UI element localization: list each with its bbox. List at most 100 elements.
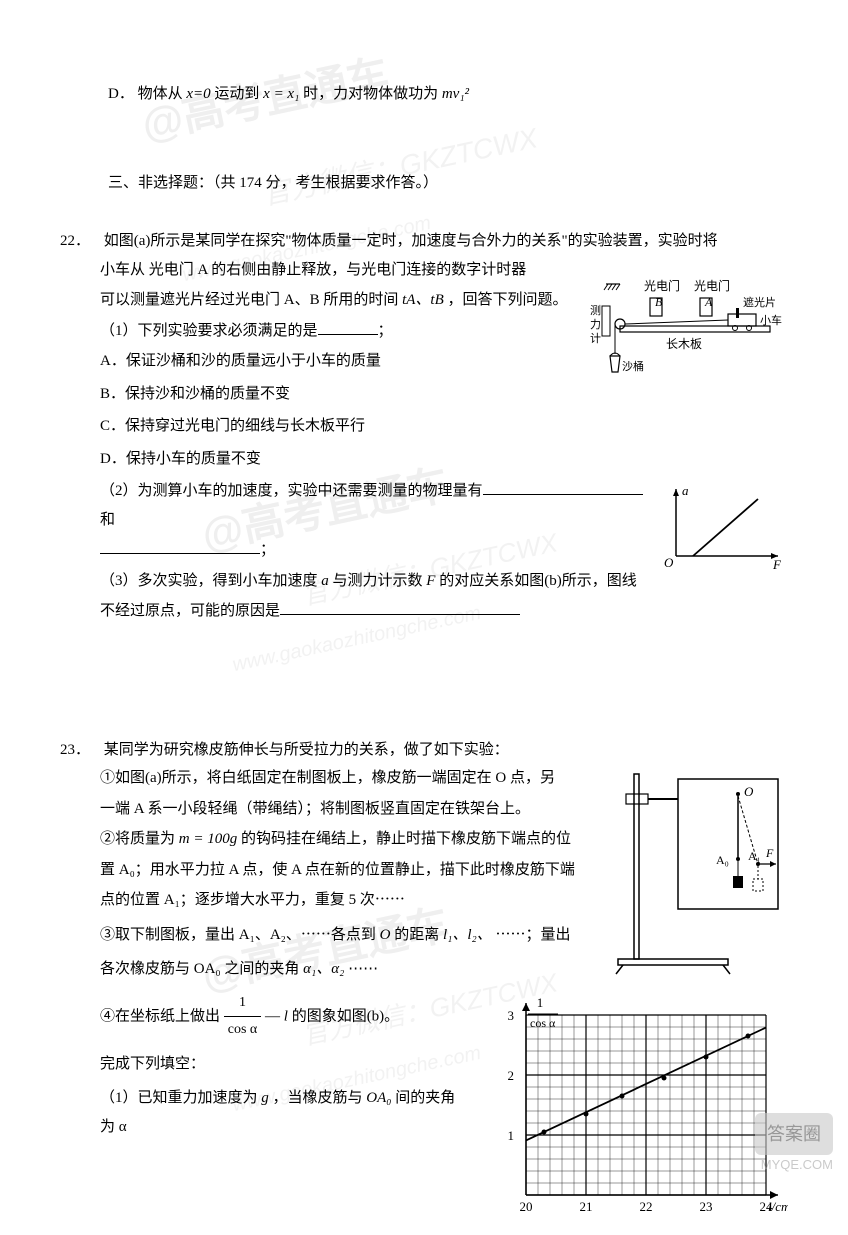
fraction: 1 cos α (224, 990, 262, 1044)
svg-text:23: 23 (700, 1199, 713, 1214)
source-badge: 答案圈 (755, 1113, 833, 1155)
text: ，回答下列问题。 (448, 292, 568, 308)
label-car: 小车 (760, 313, 782, 327)
blank (483, 477, 643, 495)
blank (318, 317, 378, 335)
text: （1）下列实验要求必须满足的是 (100, 323, 318, 339)
text: 和 (100, 512, 115, 528)
text: 的图象如图(b)。 (292, 1008, 400, 1024)
text: 的对应关系如图(b)所示，图线 (439, 573, 637, 589)
label-board: 长木板 (666, 337, 702, 351)
text: 物体从 (138, 86, 187, 102)
text: ⋯⋯；量出 (496, 927, 571, 943)
section-3-header: 三、非选择题：（共 174 分，考生根据要求作答。） (108, 169, 788, 198)
var-O: O (380, 927, 391, 943)
apparatus-svg: 光电门 光电门 B A 遮光片 小车 (588, 276, 788, 396)
text: （2）为测算小车的加速度，实验中还需要测量的物理量有 (100, 483, 483, 499)
scatter-chart-svg: 20212223241231cos αl/cm (478, 995, 788, 1225)
text: 运动到 (214, 86, 263, 102)
prev-question-option-d: D． 物体从 x=0 运动到 x = x₁ 时，力对物体做功为 mv₁² (108, 80, 788, 109)
q23-chart-b: 20212223241231cos αl/cm (478, 995, 788, 1235)
text: 时，力对物体做功为 (303, 86, 438, 102)
q23-step1-line2: 一端 A 系一小段轻绳（带绳结）；将制图板竖直固定在铁架台上。 (100, 795, 630, 824)
var-OA0: OA₀ (366, 1090, 391, 1106)
origin-O: O (664, 555, 674, 570)
label-O: O (744, 784, 754, 799)
q22-intro-line1: 如图(a)所示是某同学在探究"物体质量一定时，加速度与合外力的关系"的实验装置，… (104, 233, 718, 249)
q23-step2-line2: 置 A₀；用水平力拉 A 点，使 A 点在新的位置静止，描下此时橡皮筋下端 (100, 856, 630, 885)
q22-intro-line3: 可以测量遮光片经过光电门 A、B 所用的时间 tA、tB ，回答下列问题。 (100, 286, 640, 315)
q22-option-d: D．保持小车的质量不变 (100, 445, 788, 474)
q22-option-c: C．保持穿过光电门的细线与长木板平行 (100, 412, 788, 441)
option-label: D． (108, 86, 134, 102)
text: （3）多次实验，得到小车加速度 (100, 573, 321, 589)
q23-intro: 某同学为研究橡皮筋伸长与所受拉力的关系，做了如下实验： (104, 742, 509, 758)
q23-part1: （1）已知重力加速度为 g ，当橡皮筋与 OA₀ 间的夹角为 α (100, 1084, 500, 1141)
q23-step1-line1: ①如图(a)所示，将白纸固定在制图板上，橡皮筋一端固定在 O 点，另 (100, 764, 630, 793)
text: 不经过原点，可能的原因是 (100, 603, 280, 619)
text: — (265, 1008, 284, 1024)
label-meter3: 计 (590, 332, 601, 345)
q23-step2-line1: ②将质量为 m = 100g 的钩码挂在绳结上，静止时描下橡皮筋下端点的位 (100, 825, 630, 854)
svg-text:3: 3 (508, 1008, 515, 1023)
q23-step3-line2: 各次橡皮筋与 OA₀ 之间的夹角 α₁、α₂ ⋯⋯ (100, 955, 630, 984)
var-a: a (321, 573, 329, 589)
var-m: m = 100g (179, 831, 237, 847)
question-number: 22． (60, 227, 100, 256)
text: ④在坐标纸上做出 (100, 1008, 224, 1024)
numerator: 1 (224, 990, 262, 1018)
blank (280, 597, 520, 615)
svg-text:2: 2 (508, 1068, 515, 1083)
q23-diagram-a: O A₀ A₁ F (608, 764, 788, 995)
q23-step3-line1: ③取下制图板，量出 A₁、A₂、⋯⋯各点到 O 的距离 l₁、l₂、 ⋯⋯；量出 (100, 921, 630, 950)
text: （1）已知重力加速度为 (100, 1090, 261, 1106)
q22-part3-line2: 不经过原点，可能的原因是 (100, 597, 788, 626)
source-url: MYQE.COM (761, 1153, 833, 1178)
axis-F: F (772, 557, 782, 571)
question-number: 23． (60, 736, 100, 765)
apparatus-svg: O A₀ A₁ F (608, 764, 788, 984)
q22-diagram-a: 光电门 光电门 B A 遮光片 小车 (588, 276, 788, 407)
text: 的钩码挂在绳结上，静止时描下橡皮筋下端点的位 (241, 831, 571, 847)
denominator: cos α (224, 1017, 262, 1044)
svg-text:21: 21 (580, 1199, 593, 1214)
question-22: 22． 如图(a)所示是某同学在探究"物体质量一定时，加速度与合外力的关系"的实… (60, 227, 788, 626)
text: ，当橡皮筋与 (273, 1090, 367, 1106)
var-x1: x = x₁ (263, 86, 299, 102)
text: 可以测量遮光片经过光电门 A、B 所用的时间 (100, 292, 402, 308)
label-photogate: 光电门 (644, 278, 680, 293)
var-alpha: α₁、α₂ (303, 961, 344, 977)
graph-aF-svg: a F O (658, 481, 788, 571)
label-photogate2: 光电门 (694, 278, 730, 293)
q22-diagram-b: a F O (658, 481, 788, 582)
label-shade: 遮光片 (743, 295, 776, 309)
question-23: 23． 某同学为研究橡皮筋伸长与所受拉力的关系，做了如下实验： (60, 736, 788, 1142)
q23-step2-line3: 点的位置 A₁；逐步增大水平力，重复 5 次⋯⋯ (100, 886, 630, 915)
text: 的距离 (394, 927, 443, 943)
svg-text:l/cm: l/cm (768, 1199, 788, 1214)
label-A0: A₀ (716, 853, 729, 867)
svg-text:1: 1 (537, 995, 544, 1010)
svg-text:22: 22 (640, 1199, 653, 1214)
text: ②将质量为 (100, 831, 179, 847)
var-x0: x=0 (186, 86, 210, 102)
var-g: g (261, 1090, 269, 1106)
axis-a: a (682, 483, 689, 498)
label-meter2: 力 (590, 318, 601, 331)
text: 与测力计示数 (333, 573, 427, 589)
q22-intro-line2: 小车从 光电门 A 的右侧由静止释放，与光电门连接的数字计时器 (100, 256, 640, 285)
text: ； (260, 542, 275, 558)
label-F: F (765, 846, 774, 860)
svg-text:20: 20 (520, 1199, 533, 1214)
blank (100, 536, 260, 554)
var-l: l₁、l₂、 (443, 927, 492, 943)
text: ； (378, 323, 393, 339)
svg-text:1: 1 (508, 1128, 515, 1143)
svg-text:cos α: cos α (530, 1016, 556, 1030)
text: 各次橡皮筋与 OA₀ 之间的夹角 (100, 961, 303, 977)
var-F: F (426, 573, 435, 589)
text: ⋯⋯ (348, 961, 378, 977)
vars: tA、tB (402, 292, 444, 308)
label-meter1: 测 (590, 304, 601, 317)
label-A1: A₁ (748, 849, 761, 863)
